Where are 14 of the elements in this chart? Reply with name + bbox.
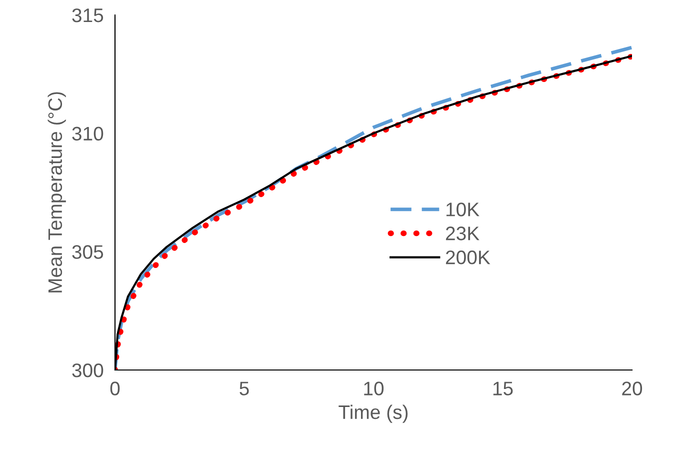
y-tick-label: 300	[72, 363, 104, 378]
y-tick-label: 315	[72, 8, 104, 22]
x-tick-label: 5	[240, 382, 249, 396]
y-tick-label: 305	[72, 245, 104, 259]
x-tick-label: 20	[622, 382, 642, 396]
legend-label: 200K	[446, 250, 490, 264]
legend-label: 10K	[446, 202, 480, 216]
y-axis-title: Mean Temperature (°C)	[48, 92, 66, 292]
x-axis-title: Time (s)	[338, 404, 408, 423]
x-tick-label: 0	[110, 382, 120, 396]
x-tick-label: 10	[364, 382, 384, 396]
legend-label: 23K	[446, 226, 480, 240]
y-tick-label: 310	[72, 126, 104, 141]
x-tick-label: 15	[493, 382, 513, 396]
